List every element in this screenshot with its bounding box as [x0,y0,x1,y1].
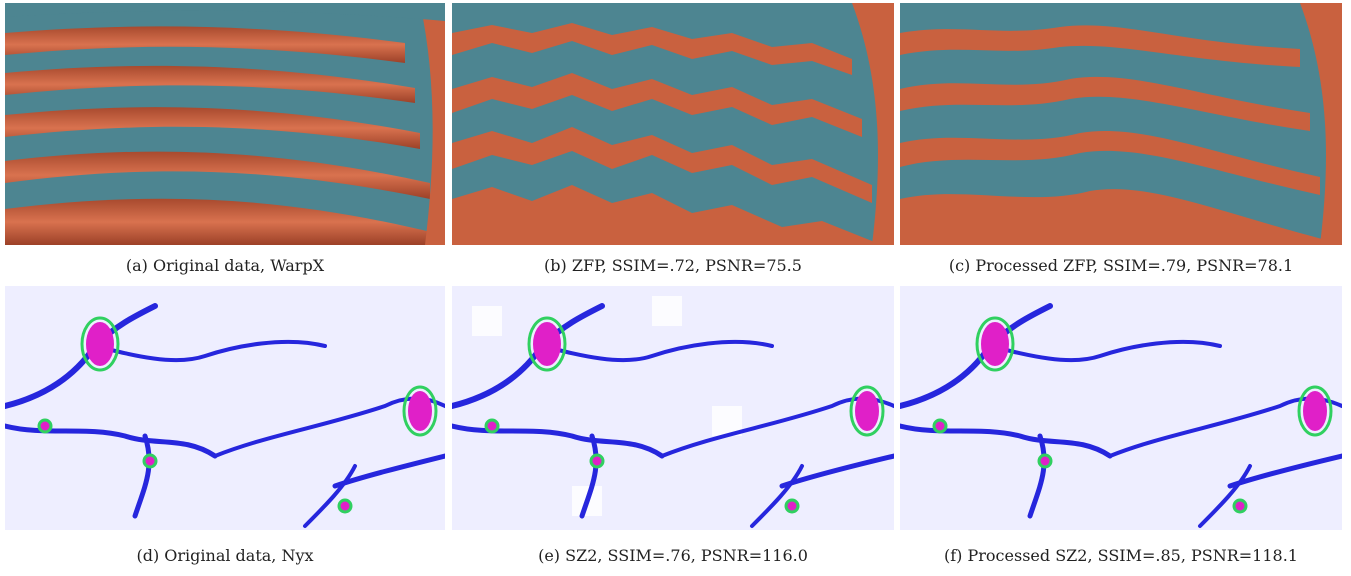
zfp-render [452,3,894,245]
processed-sz2-render [900,286,1342,530]
processed-zfp-render [900,3,1342,245]
nyx-original-render [5,286,445,530]
panel-a-warpx-original [5,3,445,245]
caption-b: (b) ZFP, SSIM=.72, PSNR=75.5 [544,256,802,275]
panel-e-sz2 [452,286,894,530]
caption-e: (e) SZ2, SSIM=.76, PSNR=116.0 [538,546,808,565]
caption-f: (f) Processed SZ2, SSIM=.85, PSNR=118.1 [944,546,1298,565]
panel-c-processed-zfp [900,3,1342,245]
caption-d: (d) Original data, Nyx [136,546,314,565]
panel-d-nyx-original [5,286,445,530]
warpx-original-render [5,3,445,245]
caption-a: (a) Original data, WarpX [125,256,325,275]
caption-c: (c) Processed ZFP, SSIM=.79, PSNR=78.1 [948,256,1294,275]
sz2-render [452,286,894,530]
panel-f-processed-sz2 [900,286,1342,530]
panel-b-zfp [452,3,894,245]
